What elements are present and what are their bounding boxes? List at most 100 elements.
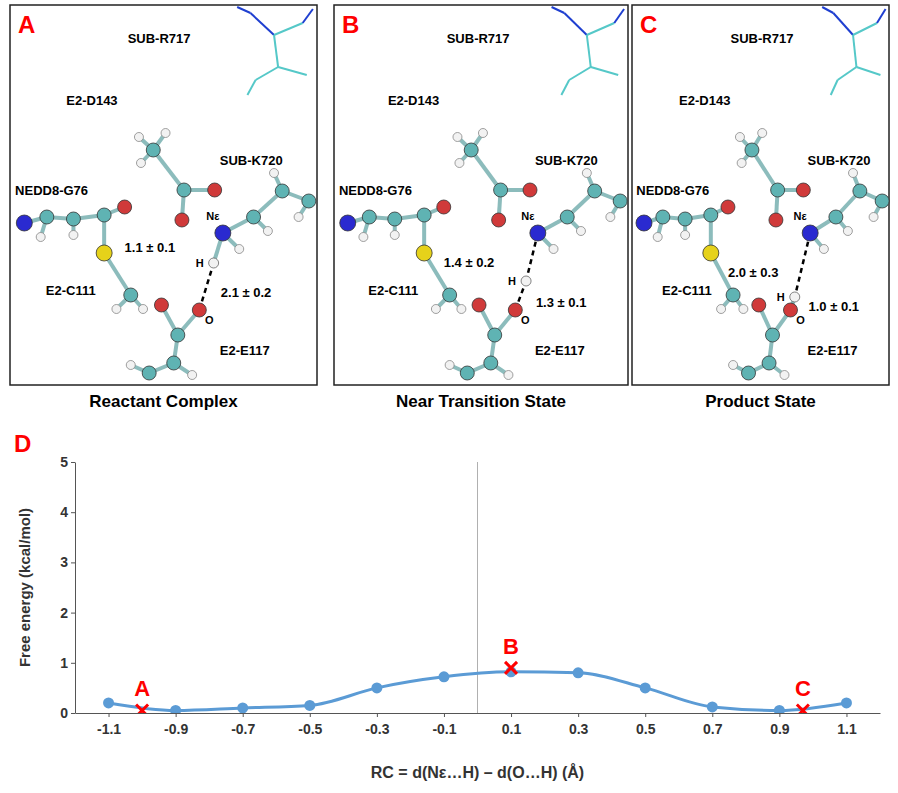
y-tick-mark xyxy=(71,512,75,513)
data-line xyxy=(109,672,847,711)
wire-bond xyxy=(853,35,856,67)
atom xyxy=(270,169,279,178)
atom xyxy=(175,213,189,227)
distance-label: 1.4 ± 0.2 xyxy=(444,255,495,270)
atom xyxy=(802,225,818,241)
figure: ASUB-R717E2-D143NEDD8-G76SUB-K720E2-C111… xyxy=(0,0,898,793)
atom xyxy=(492,213,506,227)
atom xyxy=(613,194,627,208)
atom xyxy=(124,288,138,302)
x-tick-mark xyxy=(444,713,445,717)
atom xyxy=(457,305,466,314)
atom xyxy=(247,210,261,224)
atom-label: H xyxy=(777,291,785,303)
atom xyxy=(869,213,878,222)
atom xyxy=(388,212,402,226)
wire-bond xyxy=(838,67,857,80)
x-tick-mark xyxy=(109,713,110,717)
atom xyxy=(752,298,766,312)
residue-label: E2-D143 xyxy=(388,93,439,108)
plot-area xyxy=(103,462,852,713)
atom xyxy=(208,183,222,197)
atom xyxy=(472,298,486,312)
wire-bond xyxy=(587,35,591,67)
atom xyxy=(302,194,316,208)
atom xyxy=(112,305,121,314)
y-tick-mark xyxy=(71,663,75,664)
wire-bond xyxy=(587,23,614,35)
x-tick-label: -0.7 xyxy=(231,721,255,737)
atom xyxy=(215,225,231,241)
x-tick-mark xyxy=(779,713,780,717)
wire-bond xyxy=(833,13,853,35)
atom xyxy=(762,356,776,370)
distance-label: 2.1 ± 0.2 xyxy=(221,285,272,300)
atom xyxy=(636,215,652,231)
data-point xyxy=(640,682,651,693)
wire-bond xyxy=(247,80,255,95)
atom xyxy=(735,133,744,142)
y-tick-label: 1 xyxy=(60,655,68,671)
y-tick-mark xyxy=(71,462,75,463)
y-axis-title: Free energy (kcal/mol) xyxy=(16,508,33,667)
y-tick: 0 xyxy=(60,705,75,721)
x-tick: -0.9 xyxy=(164,713,188,737)
residue-label: E2-C111 xyxy=(46,283,96,298)
y-tick-label: 2 xyxy=(60,605,68,621)
atom xyxy=(853,184,867,198)
x-tick-label: -0.9 xyxy=(164,721,188,737)
panel-letter: B xyxy=(342,11,359,38)
atom xyxy=(549,245,558,254)
atom xyxy=(721,200,735,214)
atom-label: Nε xyxy=(206,210,220,222)
atom xyxy=(704,208,718,222)
x-tick-label: 0.9 xyxy=(770,721,790,737)
data-point xyxy=(371,682,382,693)
x-tick: -0.5 xyxy=(298,713,322,737)
atom xyxy=(765,328,779,342)
wire-bond xyxy=(274,35,278,67)
x-tick-label: -1.1 xyxy=(97,721,121,737)
atom xyxy=(678,212,692,226)
atom xyxy=(488,328,502,342)
residue-label: SUB-R717 xyxy=(731,31,794,46)
panel-letter: C xyxy=(640,11,657,38)
atom xyxy=(416,245,432,261)
y-tick: 4 xyxy=(60,504,75,520)
data-point xyxy=(438,671,449,682)
reference-line xyxy=(477,462,478,713)
atom xyxy=(340,215,356,231)
atom xyxy=(36,233,45,242)
atom xyxy=(154,298,168,312)
x-tick-mark xyxy=(377,713,378,717)
atom xyxy=(875,194,889,208)
x-tick-label: 0.3 xyxy=(569,721,589,737)
atom xyxy=(819,245,828,254)
residue-label: SUB-K720 xyxy=(220,153,283,168)
y-tick-label: 3 xyxy=(60,554,68,570)
x-axis: -1.1-0.9-0.7-0.5-0.3-0.10.10.30.50.70.91… xyxy=(76,713,881,737)
atom xyxy=(455,159,464,168)
atom xyxy=(771,183,785,197)
atom xyxy=(96,245,112,261)
atom xyxy=(726,288,740,302)
atom xyxy=(717,305,726,314)
atom-label: O xyxy=(205,314,214,326)
atom xyxy=(504,371,513,380)
x-tick: 0.5 xyxy=(636,713,656,737)
residue-label: NEDD8-G76 xyxy=(15,183,88,198)
hydrogen-bond xyxy=(795,233,810,297)
atom xyxy=(16,215,32,231)
wire-bond xyxy=(278,67,307,75)
residue-label: NEDD8-G76 xyxy=(636,183,709,198)
y-tick: 1 xyxy=(60,655,75,671)
atom xyxy=(263,227,272,236)
x-tick-label: 0.1 xyxy=(502,721,522,737)
x-tick-mark xyxy=(578,713,579,717)
residue-label: E2-E117 xyxy=(808,343,858,358)
atom xyxy=(431,305,440,314)
y-tick: 2 xyxy=(60,605,75,621)
data-point xyxy=(841,697,852,708)
wire-bond xyxy=(569,67,591,80)
panel-frame xyxy=(334,5,628,385)
